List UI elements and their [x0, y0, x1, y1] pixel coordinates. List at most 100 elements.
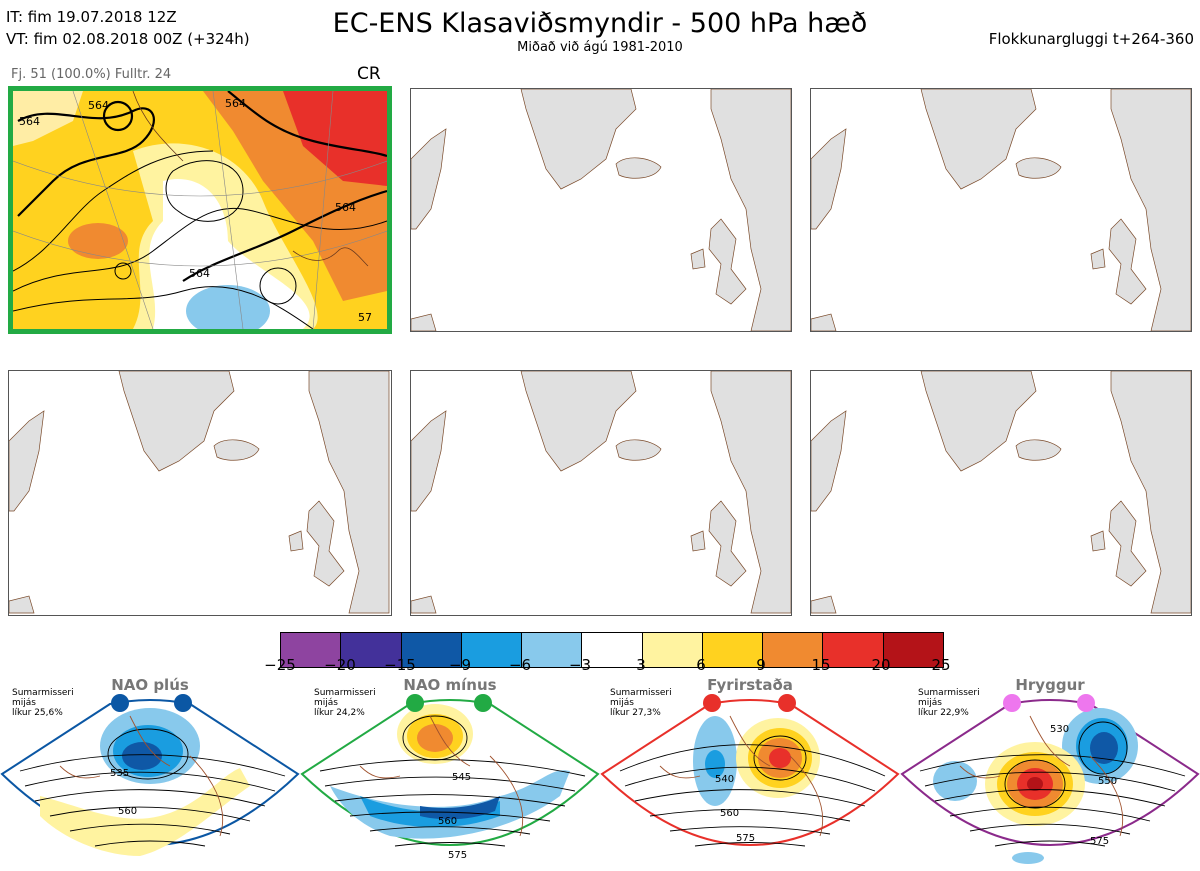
colorbar-ticks: −25 −20 −15 −9 −6 −3 3 6 9 15 20 25: [0, 656, 1200, 676]
colorbar-tick: 6: [696, 656, 706, 674]
regime-info: Sumarmisseri mijás líkur 22,9%: [918, 688, 980, 718]
regime-hryggur[interactable]: 530 550 575 Hryggur Sumarmisseri mijás l…: [900, 676, 1200, 871]
colorbar-tick: −3: [568, 656, 592, 674]
colorbar-swatch: [702, 633, 764, 667]
landmass: [520, 89, 637, 190]
regime-probability: líkur 24,2%: [314, 708, 365, 718]
landmass: [308, 371, 390, 614]
landmass: [213, 439, 260, 461]
colorbar-tick: −20: [324, 656, 356, 674]
landmass: [708, 218, 747, 305]
colorbar-swatch: [883, 633, 943, 667]
cluster-map-3: [811, 89, 1191, 331]
landmass: [1015, 439, 1062, 461]
contour-label: 560: [720, 808, 739, 819]
regime-name: Hryggur: [1015, 676, 1085, 694]
contour-label: 564: [19, 115, 40, 128]
page-subtitle: Miðað við ágú 1981-2010: [517, 40, 683, 55]
landmass: [288, 530, 304, 552]
landmass: [118, 371, 235, 472]
landmass: [411, 410, 447, 512]
landmass: [520, 371, 637, 472]
colorbar-swatch: [401, 633, 462, 667]
regime-probability: líkur 25,6%: [12, 708, 63, 718]
colorbar-tick: −25: [264, 656, 296, 674]
regime-probability: líkur 27,3%: [610, 708, 661, 718]
landmass: [1108, 500, 1147, 587]
contour-label: 564: [335, 201, 356, 214]
colorbar-swatch: [522, 633, 583, 667]
regime-name: NAO mínus: [403, 676, 497, 694]
colorbar-tick: 3: [636, 656, 646, 674]
landmass: [306, 500, 345, 587]
contour-label: 564: [88, 99, 109, 112]
regime-probability: líkur 22,9%: [918, 708, 969, 718]
colorbar-swatch: [823, 633, 884, 667]
regime-season-2: mijás: [918, 698, 942, 708]
regime-map: 545 560 575: [300, 699, 600, 861]
contour-label: 575: [448, 850, 467, 861]
contour-label: 530: [1050, 724, 1069, 735]
regime-nao-plus[interactable]: 535 560 NAO plús Sumarmisseri mijás líku…: [0, 676, 300, 871]
cluster-panel-4[interactable]: [8, 370, 392, 616]
regime-season: Sumarmisseri: [314, 688, 376, 698]
cluster-panel-3[interactable]: [810, 88, 1192, 332]
cluster-panel-6[interactable]: [810, 370, 1192, 616]
cluster-panel-1[interactable]: 564 564 564 564 564 57: [8, 86, 392, 334]
cluster-map-1: 564 564 564 564 564 57: [13, 91, 387, 329]
contour-label: 564: [189, 267, 210, 280]
landmass: [1015, 157, 1062, 179]
classification-window: Flokkunargluggi t+264-360: [988, 30, 1194, 48]
landmass: [9, 595, 35, 614]
regime-season: Sumarmisseri: [610, 688, 672, 698]
page-title: EC-ENS Klasaviðsmyndir - 500 hPa hæð: [332, 8, 868, 39]
landmass: [1110, 89, 1191, 331]
regime-marker: [174, 694, 192, 712]
landmass: [710, 371, 791, 614]
regime-marker: [778, 694, 796, 712]
landmass: [1110, 371, 1191, 614]
colorbar-swatch: [461, 633, 523, 667]
landmass: [9, 410, 45, 512]
colorbar-swatch: [642, 633, 703, 667]
landmass: [1108, 218, 1147, 305]
contour-label: 575: [736, 833, 755, 844]
colorbar-tick: 9: [756, 656, 766, 674]
contour-label: 564: [225, 97, 246, 110]
regime-marker: [406, 694, 424, 712]
landmass: [920, 371, 1037, 472]
it-line: IT: fim 19.07.2018 12Z: [6, 8, 177, 26]
landmass: [811, 595, 837, 614]
regime-name: NAO plús: [111, 676, 189, 694]
landmass: [411, 313, 437, 331]
colorbar-tick: 20: [871, 656, 891, 674]
regime-nao-minus[interactable]: 545 560 575 NAO mínus Sumarmisseri mijás…: [300, 676, 600, 871]
contour-label: 540: [715, 774, 734, 785]
colorbar-swatch: [582, 633, 643, 667]
landmass: [411, 128, 447, 230]
landmass: [1090, 530, 1106, 552]
colorbar-tick: −9: [448, 656, 472, 674]
cluster-panel-2[interactable]: [410, 88, 792, 332]
cluster-panel-5[interactable]: [410, 370, 792, 616]
contour-label: 535: [110, 768, 129, 779]
contour-label: 545: [452, 772, 471, 783]
landmass: [811, 128, 847, 230]
panel-meta: Fj. 51 (100.0%) Fulltr. 24: [11, 67, 172, 82]
landmass: [920, 89, 1037, 190]
colorbar-swatch: [341, 633, 402, 667]
regime-marker: [1003, 694, 1021, 712]
regime-season-2: mijás: [610, 698, 634, 708]
regime-map: 540 560 575: [600, 699, 900, 847]
landmass: [708, 500, 747, 587]
cluster-map-6: [811, 371, 1191, 614]
landmass: [411, 595, 437, 614]
regime-season: Sumarmisseri: [12, 688, 74, 698]
vt-line: VT: fim 02.08.2018 00Z (+324h): [6, 30, 250, 48]
regime-info: Sumarmisseri mijás líkur 24,2%: [314, 688, 376, 718]
regime-marker: [703, 694, 721, 712]
landmass: [615, 157, 662, 179]
regime-fyrirstada[interactable]: 540 560 575 Fyrirstaða Sumarmisseri mijá…: [600, 676, 900, 871]
landmass: [690, 248, 706, 270]
regime-marker: [474, 694, 492, 712]
